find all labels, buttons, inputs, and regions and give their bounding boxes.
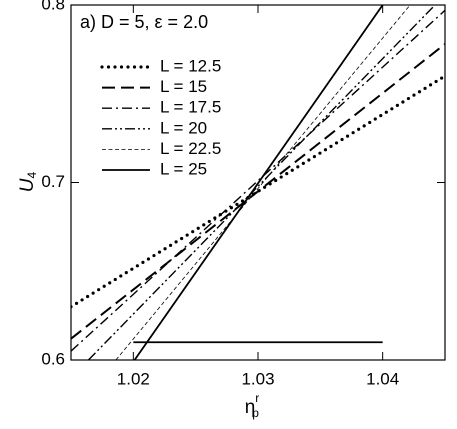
- y-tick-label: 0.7: [41, 172, 65, 191]
- y-tick-label: 0.8: [41, 0, 65, 13]
- series-line: [133, 5, 384, 360]
- x-tick-label: 1.04: [366, 369, 399, 388]
- y-tick-label: 0.6: [41, 349, 65, 368]
- series-line: [87, 5, 436, 360]
- legend-label: L = 25: [160, 159, 207, 178]
- x-tick-label: 1.03: [241, 369, 274, 388]
- legend-label: L = 15: [160, 77, 207, 96]
- legend-label: L = 20: [160, 118, 207, 137]
- legend-label: L = 22.5: [160, 139, 221, 158]
- legend-label: L = 12.5: [160, 56, 221, 75]
- series-line: [71, 43, 445, 340]
- series-line: [71, 9, 445, 352]
- x-tick-label: 1.02: [117, 369, 150, 388]
- series-line: [115, 5, 411, 360]
- x-axis-label: ηr p: [245, 391, 260, 420]
- plot-area: [71, 5, 445, 360]
- legend-label: L = 17.5: [160, 98, 221, 117]
- y-axis-label: U4: [17, 171, 39, 192]
- chart-title: a) D = 5, ε = 2.0: [80, 12, 208, 32]
